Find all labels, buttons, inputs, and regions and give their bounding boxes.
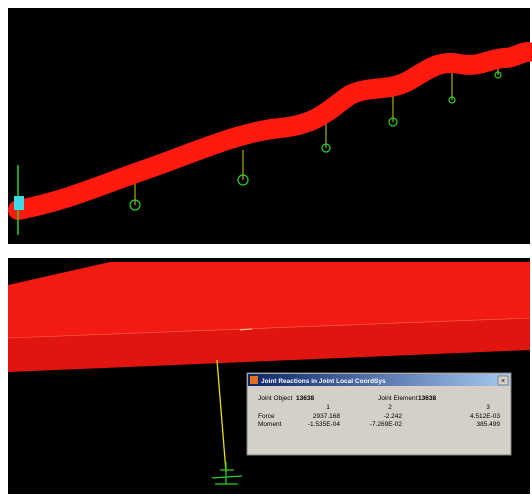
field-value: 13638	[296, 395, 314, 402]
field-label: Joint Object	[258, 395, 293, 402]
column-header: 3	[486, 404, 490, 411]
svg-text:×: ×	[501, 378, 505, 385]
viewports: Joint Reactions in Joint Local CoordSys …	[0, 0, 532, 496]
cell: -7.269E-02	[370, 421, 403, 428]
row-label: Moment	[258, 421, 282, 428]
column-header: 2	[388, 404, 392, 411]
cell: 2937.168	[313, 413, 340, 420]
field-label: Joint Element	[378, 395, 418, 402]
row-label: Force	[258, 413, 275, 420]
cell: -1.535E-04	[308, 421, 341, 428]
cell: -2.242	[384, 413, 403, 420]
reactions-dialog: Joint Reactions in Joint Local CoordSys …	[247, 373, 511, 455]
cell: 4.512E-03	[470, 413, 500, 420]
column-header: 1	[326, 404, 330, 411]
screenshot: Joint Reactions in Joint Local CoordSys …	[0, 0, 532, 496]
dialog-title: Joint Reactions in Joint Local CoordSys	[261, 378, 386, 385]
field-value: 13638	[418, 395, 436, 402]
cell: 385.499	[477, 421, 501, 428]
